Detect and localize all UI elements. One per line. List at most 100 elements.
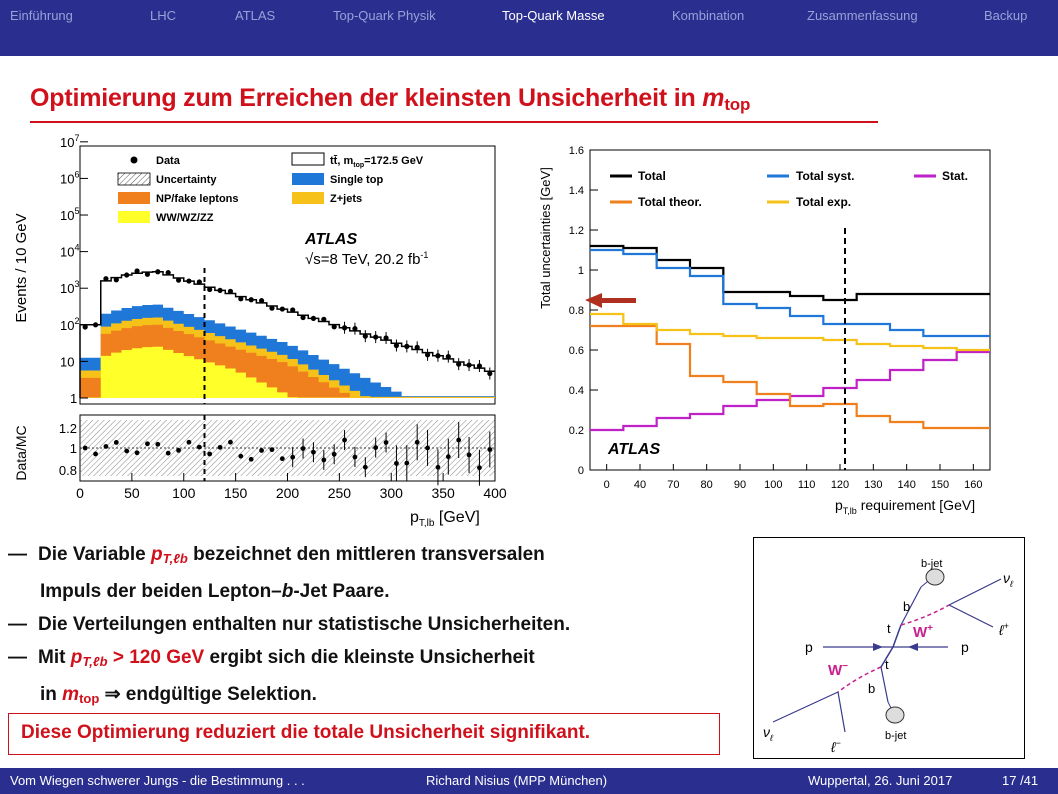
data-point: [217, 287, 223, 294]
feynman-diagram: p p t t b-jet b W+ νℓ ℓ+ b-jet b W− νℓ ℓ…: [753, 537, 1025, 759]
right-xtick: 40: [634, 479, 646, 491]
svg-text:Total: Total: [638, 169, 666, 183]
ratio-point: [155, 441, 161, 447]
svg-text:νℓ: νℓ: [1003, 570, 1013, 589]
right-xtick: 0: [604, 479, 610, 491]
right-ytick: 1: [578, 265, 584, 277]
data-point: [227, 288, 234, 294]
ratio-point: [134, 450, 140, 456]
svg-text:Stat.: Stat.: [942, 169, 968, 183]
left-ytick: 102: [60, 316, 79, 333]
left-xtick: 350: [431, 485, 455, 501]
ratio-point: [228, 439, 233, 445]
nav-item-lhc[interactable]: LHC: [150, 8, 177, 23]
right-ytick: 0.4: [569, 385, 584, 397]
data-point: [175, 277, 182, 283]
data-point: [248, 297, 254, 303]
svg-text:W−: W−: [828, 661, 848, 679]
data-marker-icon: [130, 156, 138, 164]
nav-item-top-quark-physik[interactable]: Top-Quark Physik: [333, 8, 436, 23]
right-ytick: 1.2: [569, 225, 584, 237]
svg-text:b-jet: b-jet: [921, 558, 942, 570]
bullet-3-continued: in mtop ⇒ endgültige Selektion.: [40, 684, 317, 706]
ratio-point: [103, 444, 109, 449]
conclusion-text: Diese Optimierung reduziert die totale U…: [21, 722, 591, 743]
svg-text:W+: W+: [913, 623, 933, 641]
right-uncertainty-plot: Total uncertainties [GeV] 0 0.2 0.4 0.6 0.8 1…: [538, 145, 991, 516]
ratio-point: [279, 456, 285, 462]
footer-author: Richard Nisius (MPP München): [426, 773, 608, 788]
nav-item-kombination[interactable]: Kombination: [672, 8, 745, 23]
data-point: [331, 324, 337, 330]
ratio-point: [217, 444, 223, 450]
ratio-point: [207, 451, 213, 457]
svg-text:b-jet: b-jet: [885, 730, 906, 742]
right-xtick: 80: [701, 479, 713, 491]
svg-text:Single top: Single top: [330, 174, 383, 186]
nav-item-zusammenfassung[interactable]: Zusammenfassung: [807, 8, 918, 23]
right-xtick: 110: [798, 479, 816, 491]
data-point: [92, 322, 99, 328]
series-total: [590, 244, 990, 302]
conclusion-box: Diese Optimierung reduziert die totale U…: [8, 713, 720, 755]
nav-item-atlas[interactable]: ATLAS: [235, 8, 276, 23]
left-ytick: 107: [60, 133, 79, 150]
left-xtick: 0: [76, 485, 84, 501]
data-point: [258, 298, 265, 304]
right-ytick: 0: [578, 465, 584, 477]
data-point: [290, 307, 296, 313]
ratio-ytick: 1.2: [59, 421, 77, 436]
energy-label: √s=8 TeV, 20.2 fb-1: [305, 250, 428, 268]
left-xtick: 150: [224, 485, 248, 501]
data-point: [103, 276, 109, 282]
series-total-syst-: [590, 248, 990, 338]
left-xtick: 300: [380, 485, 404, 501]
left-ytick: 106: [60, 169, 79, 186]
footer-bar: Vom Wiegen schwerer Jungs - die Bestimmu…: [0, 768, 1058, 794]
svg-text:t: t: [885, 657, 889, 672]
svg-text:p: p: [805, 639, 813, 655]
title-underline: [30, 121, 878, 123]
right-xtick: 120: [831, 479, 849, 491]
right-xtick: 140: [897, 479, 915, 491]
nav-item-einführung[interactable]: Einführung: [10, 8, 73, 23]
footer-page-number: 17 /41: [1002, 773, 1039, 788]
ratio-point: [248, 456, 254, 462]
footer-venue-date: Wuppertal, 26. Juni 2017: [808, 773, 953, 788]
right-ytick: 1.4: [569, 185, 584, 197]
left-distribution-plot: Events / 10 GeV Data/MC 1101021031041051…: [13, 133, 507, 528]
right-ytick: 0.8: [569, 305, 584, 317]
svg-text:b: b: [903, 599, 910, 614]
series-stat-: [590, 350, 990, 432]
ratio-ytick: 1: [70, 441, 77, 456]
data-point: [238, 296, 244, 302]
data-point: [165, 270, 171, 276]
bullet-2: — Die Verteilungen enthalten nur statisti…: [8, 614, 571, 635]
top-navigation-bar: Einführung LHC ATLAS Top-Quark Physik Top-Qu…: [0, 0, 1058, 56]
nav-item-top-quark-masse[interactable]: Top-Quark Masse: [502, 8, 605, 23]
left-ytick: 103: [60, 279, 79, 296]
data-point: [144, 271, 151, 277]
ratio-point: [113, 440, 119, 445]
right-xtick: 150: [931, 479, 949, 491]
svg-text:Total exp.: Total exp.: [796, 195, 851, 209]
data-point: [269, 305, 275, 311]
ratio-point: [238, 453, 244, 459]
nav-item-backup[interactable]: Backup: [984, 8, 1028, 23]
ratio-point: [145, 441, 150, 447]
left-plot-ylabel: Events / 10 GeV: [13, 213, 30, 322]
data-point: [113, 277, 119, 283]
data-point: [321, 316, 327, 322]
ratio-point: [196, 444, 202, 450]
ratio-point: [176, 447, 181, 453]
ratio-point: [93, 451, 98, 457]
ratio-point: [259, 448, 264, 453]
data-point: [124, 272, 130, 278]
data-point: [155, 269, 161, 275]
data-point: [279, 306, 285, 312]
data-point: [310, 315, 317, 322]
slide-title: Optimierung zum Erreichen der kleinsten …: [30, 84, 751, 114]
right-ytick: 0.2: [569, 425, 584, 437]
left-ytick: 10: [60, 354, 74, 369]
ratio-point: [124, 448, 130, 454]
